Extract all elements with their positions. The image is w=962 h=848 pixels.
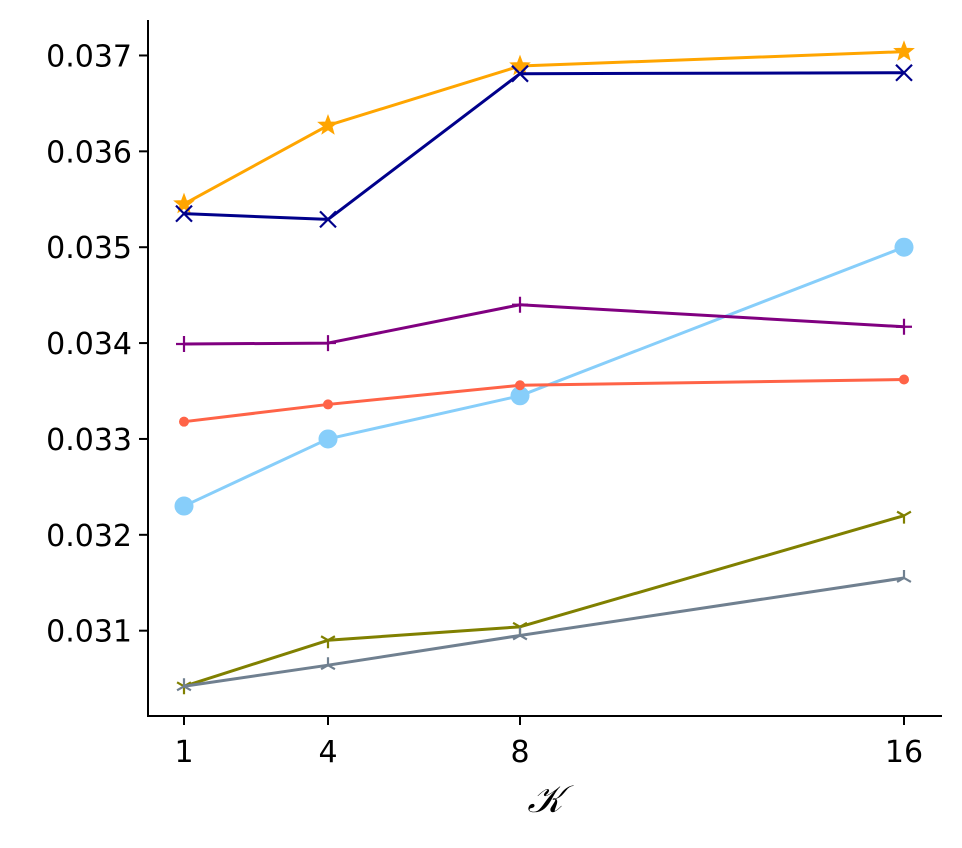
data-point: [176, 336, 192, 353]
y-tick-label: 0.035: [46, 231, 132, 266]
data-point: [320, 657, 336, 671]
y-tick-label: 0.036: [46, 135, 132, 170]
data-point: [896, 318, 912, 335]
data-point: [893, 40, 915, 61]
data-point: [894, 237, 914, 257]
data-point: [320, 335, 336, 352]
series-1: [173, 40, 915, 214]
axes: [147, 20, 942, 717]
data-point: [896, 510, 912, 524]
series-line: [183, 245, 905, 508]
data-point: [319, 210, 337, 229]
series-line: [183, 576, 905, 688]
y-tick-label: 0.037: [46, 39, 132, 74]
series-line: [183, 514, 905, 688]
data-point: [318, 429, 338, 449]
data-point: [512, 296, 528, 313]
series-layer: [173, 40, 915, 695]
x-tick-label: 8: [510, 735, 529, 770]
data-point: [323, 399, 333, 410]
data-point: [899, 374, 909, 385]
data-point: [896, 569, 912, 583]
data-point: [317, 114, 339, 135]
data-point: [509, 54, 531, 76]
data-point: [176, 678, 192, 692]
data-point: [175, 204, 193, 223]
series-5: [179, 374, 909, 427]
data-point: [320, 635, 336, 649]
series-7: [176, 569, 912, 692]
y-tick-label: 0.034: [46, 327, 132, 362]
x-tick-label: 4: [318, 735, 337, 770]
series-line: [183, 378, 905, 424]
data-point: [173, 192, 195, 214]
y-tick-label: 0.031: [46, 615, 132, 650]
x-axis-label: 𝒦: [527, 777, 574, 821]
data-point: [895, 63, 913, 82]
series-line: [183, 50, 905, 206]
data-point: [179, 416, 189, 427]
series-line: [183, 71, 905, 221]
y-tick-label: 0.032: [46, 519, 132, 554]
series-2: [175, 63, 913, 229]
data-point: [515, 380, 525, 391]
y-tick-label: 0.033: [46, 423, 132, 458]
x-tick-label: 16: [885, 735, 923, 770]
ticks: 1 4 8 16 0.031 0.032 0.033 0.034 0.035 0.036 0.037: [46, 39, 923, 770]
series-6: [176, 510, 912, 695]
x-tick-label: 1: [174, 735, 193, 770]
series-3: [174, 237, 914, 516]
data-point: [510, 386, 530, 406]
data-point: [174, 496, 194, 516]
series-line: [183, 303, 905, 346]
data-point: [511, 64, 529, 83]
data-point: [512, 627, 528, 641]
series-4: [176, 296, 912, 353]
